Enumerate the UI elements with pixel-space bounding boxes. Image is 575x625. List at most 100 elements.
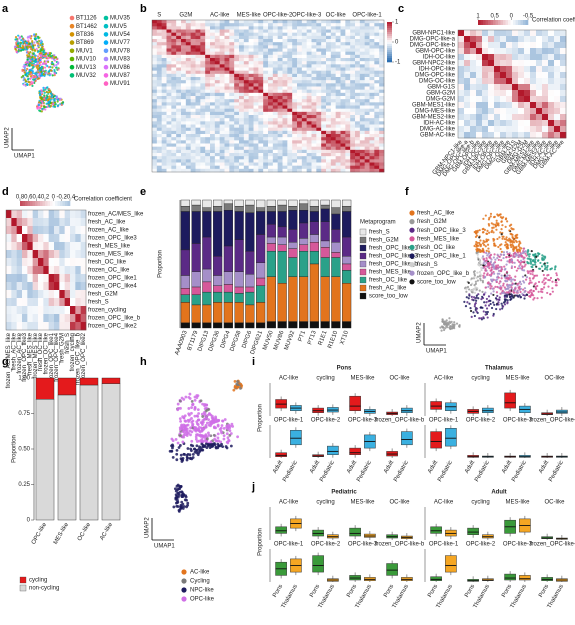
heatmap-cell xyxy=(229,137,235,141)
heatmap-cell xyxy=(253,146,259,151)
heatmap-cell xyxy=(161,70,167,75)
cell-point xyxy=(509,232,512,235)
heatmap-cell xyxy=(156,146,162,151)
heatmap-cell xyxy=(268,121,274,125)
heatmap-cell xyxy=(210,162,216,166)
cell-point xyxy=(529,272,532,275)
heatmap-cell xyxy=(359,118,365,122)
cell-point xyxy=(472,299,475,302)
heatmap-cell xyxy=(326,140,332,144)
heatmap-cell xyxy=(297,48,303,52)
heatmap-cell xyxy=(306,70,312,75)
heatmap-cell xyxy=(464,90,471,97)
heatmap-cell xyxy=(219,35,225,40)
heatmap-cell xyxy=(54,314,60,323)
cell-point xyxy=(505,245,508,249)
heatmap-cell xyxy=(355,42,361,46)
heatmap-cell xyxy=(374,149,380,154)
heatmap-cell xyxy=(554,84,561,91)
heatmap-cell xyxy=(345,67,351,71)
heatmap-cell xyxy=(176,124,182,128)
heatmap-cell xyxy=(470,78,477,85)
heatmap-cell xyxy=(277,137,283,141)
cell-point xyxy=(479,273,482,276)
heatmap-cell xyxy=(224,35,230,40)
heatmap-cell xyxy=(350,118,356,122)
heatmap-cell xyxy=(156,121,162,125)
heatmap-cell xyxy=(210,80,216,84)
heatmap-cell xyxy=(48,266,55,275)
heatmap-cell xyxy=(263,92,269,97)
heatmap-cell xyxy=(166,140,172,144)
cell-point xyxy=(473,288,476,291)
heatmap-cell xyxy=(181,51,187,56)
heatmap-cell xyxy=(542,90,549,97)
cell-point xyxy=(40,96,43,99)
heatmap-cell xyxy=(287,140,293,144)
heatmap-cell xyxy=(282,149,288,154)
heatmap-cell xyxy=(219,96,225,100)
bar-segment xyxy=(234,322,244,329)
heatmap-cell xyxy=(16,314,23,323)
bar-segment xyxy=(288,276,298,322)
bar-segment xyxy=(266,236,276,244)
heatmap-cell xyxy=(224,48,230,52)
heatmap-cell xyxy=(345,108,351,113)
heatmap-cell xyxy=(176,168,182,173)
heatmap-cell xyxy=(248,61,254,65)
heatmap-cell xyxy=(205,73,211,78)
heatmap-cell xyxy=(224,64,230,68)
heatmap-cell xyxy=(359,35,365,40)
heatmap-cell xyxy=(272,96,278,100)
heatmap-cell xyxy=(205,105,211,109)
cell-point xyxy=(490,230,493,234)
heatmap-cell xyxy=(176,67,182,71)
heatmap-cell xyxy=(214,137,220,141)
colorbar-tick-label: -1 xyxy=(395,60,401,66)
heatmap-cell xyxy=(374,124,380,128)
heatmap-cell xyxy=(316,42,322,46)
heatmap-cell xyxy=(379,149,385,154)
heatmap-cell xyxy=(243,102,249,106)
heatmap-cell xyxy=(64,274,71,283)
heatmap-cell xyxy=(345,159,351,163)
heatmap-cell xyxy=(359,73,365,78)
cell-point xyxy=(534,282,537,285)
heatmap-cell xyxy=(268,67,274,71)
heatmap-cell xyxy=(258,48,264,52)
cell-point xyxy=(490,292,493,295)
heatmap-cell xyxy=(195,86,201,90)
heatmap-cell xyxy=(253,105,259,109)
heatmap-cell xyxy=(38,250,44,259)
heatmap-cell xyxy=(161,26,167,30)
cell-point xyxy=(503,268,506,271)
cell-point xyxy=(535,265,538,268)
heatmap-cell xyxy=(359,92,365,97)
heatmap-cell xyxy=(560,66,567,73)
heatmap-cell xyxy=(268,153,274,157)
heatmap-cell xyxy=(181,32,187,37)
heatmap-cell xyxy=(554,48,561,55)
heatmap-cell xyxy=(379,102,385,106)
cell-point xyxy=(43,70,46,73)
heatmap-cell xyxy=(321,77,327,81)
heatmap-cell xyxy=(54,274,60,283)
cell-point xyxy=(27,61,30,64)
cell-point xyxy=(518,246,521,249)
cell-point xyxy=(500,220,503,223)
heatmap-cell xyxy=(359,67,365,71)
heatmap-cell xyxy=(316,23,322,27)
heatmap-cell xyxy=(195,23,201,27)
heatmap-cell xyxy=(482,132,489,139)
heatmap-cell xyxy=(176,121,182,125)
heatmap-cell xyxy=(166,130,172,135)
heatmap-cell xyxy=(190,108,196,113)
heatmap-cell xyxy=(374,92,380,97)
heatmap-cell xyxy=(345,83,351,87)
heatmap-cell xyxy=(554,72,561,79)
heatmap-cell xyxy=(359,29,365,33)
heatmap-cell xyxy=(369,35,375,40)
heatmap-cell xyxy=(152,127,158,132)
heatmap-cell xyxy=(214,61,220,65)
heatmap-cell xyxy=(470,42,477,49)
